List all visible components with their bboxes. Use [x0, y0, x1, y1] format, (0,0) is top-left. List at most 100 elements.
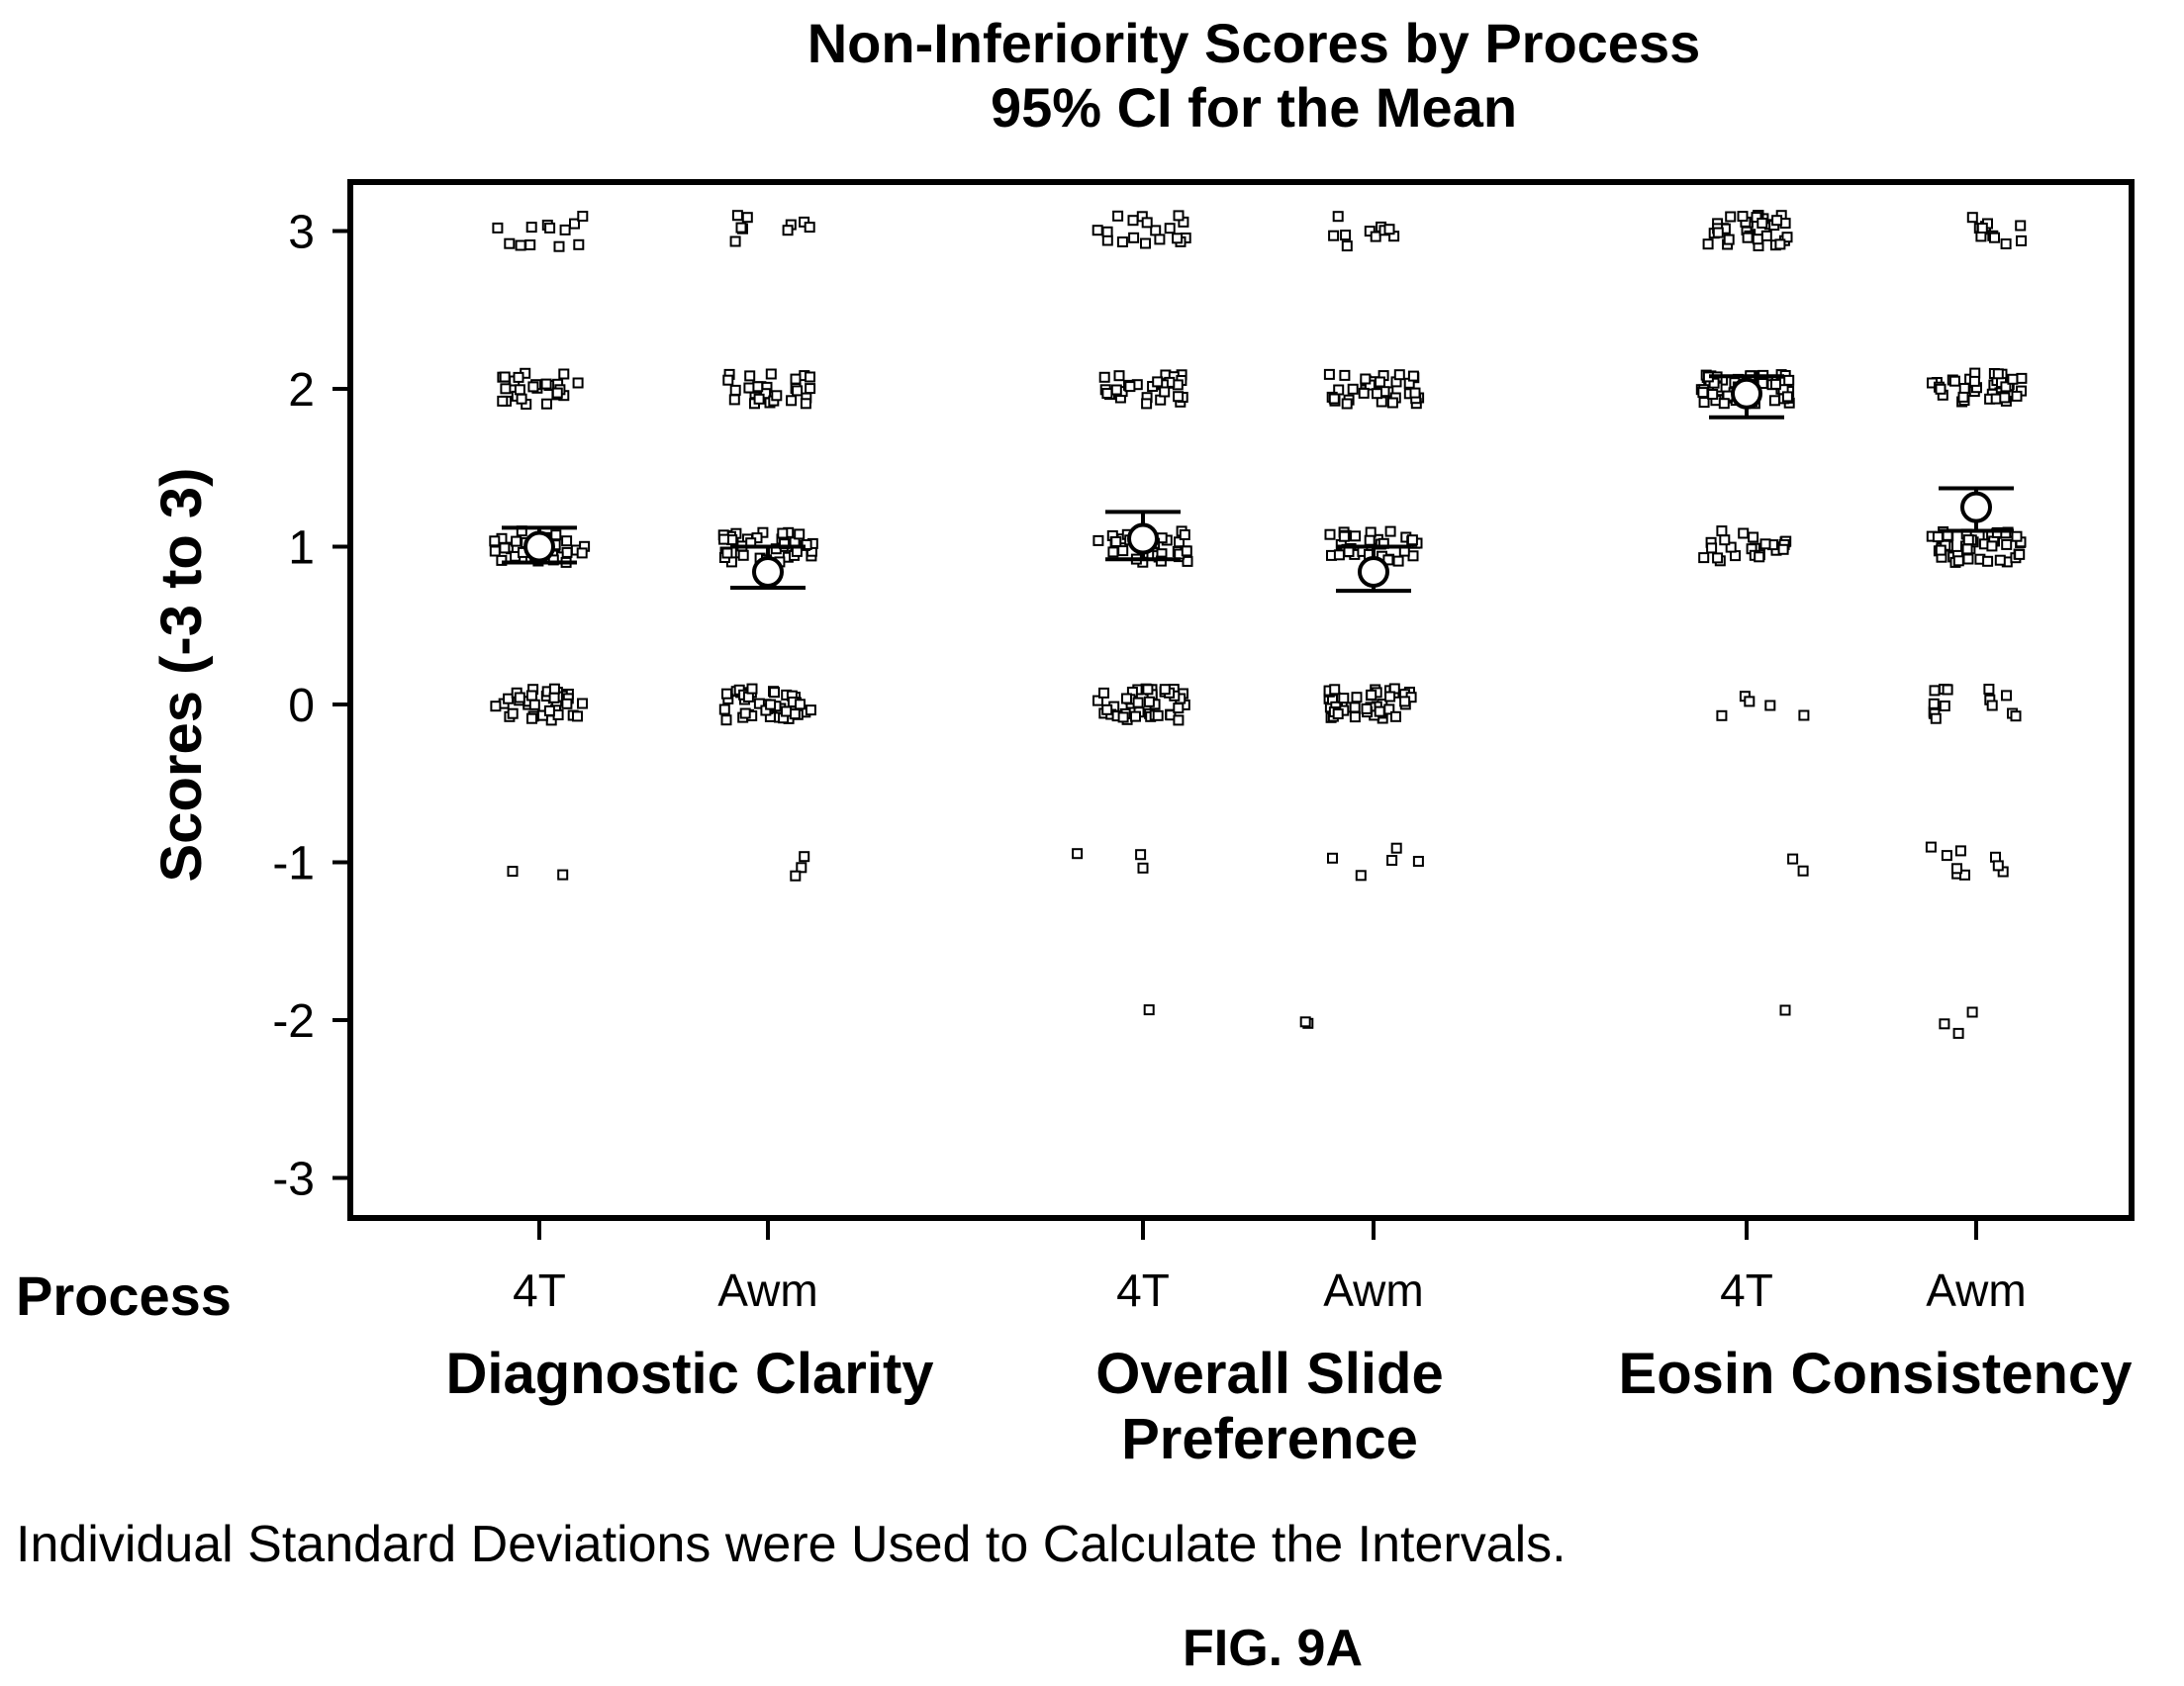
data-point — [576, 547, 588, 559]
y-tick-label: 2 — [288, 364, 315, 417]
mean-marker — [1960, 491, 1992, 523]
data-point — [496, 554, 508, 566]
data-point — [1966, 1006, 1978, 1018]
data-point — [721, 547, 733, 559]
data-point — [1386, 397, 1398, 409]
data-point — [1107, 546, 1119, 558]
data-point — [1925, 841, 1937, 853]
data-point — [744, 370, 756, 382]
data-point — [1779, 1004, 1791, 1016]
chart-subtitle: 95% CI for the Mean — [991, 76, 1517, 139]
data-point — [1332, 708, 1344, 719]
data-point — [1130, 710, 1141, 722]
data-point — [1101, 226, 1113, 237]
data-point — [1128, 232, 1140, 243]
data-point — [1957, 391, 1969, 403]
y-tick-label: 0 — [288, 680, 315, 732]
data-point — [1140, 237, 1151, 249]
data-point — [525, 690, 537, 702]
data-point — [1347, 383, 1359, 395]
data-point — [1751, 212, 1762, 224]
data-point — [786, 395, 798, 407]
data-point — [2001, 538, 2013, 550]
data-point — [1110, 384, 1122, 396]
data-point — [771, 390, 783, 402]
data-point — [1757, 218, 1768, 229]
data-point — [1173, 714, 1185, 726]
data-point — [528, 699, 540, 710]
data-point — [1951, 863, 1962, 875]
data-point — [1708, 377, 1720, 389]
data-point — [1982, 555, 1994, 567]
data-point — [1340, 230, 1352, 241]
data-point — [1112, 210, 1124, 222]
plot-frame — [347, 179, 2135, 1221]
process-label: Awm — [1323, 1264, 1423, 1316]
data-point — [499, 371, 511, 383]
data-point — [1781, 232, 1793, 243]
data-point — [753, 393, 765, 405]
data-point — [1117, 711, 1129, 723]
data-point — [1350, 530, 1362, 542]
data-point — [1092, 225, 1103, 236]
data-point — [544, 222, 556, 234]
data-point — [1698, 552, 1710, 564]
data-point — [769, 687, 780, 699]
data-point — [729, 384, 741, 396]
data-point — [1349, 702, 1361, 713]
data-point — [2000, 527, 2012, 539]
data-point — [1712, 552, 1724, 564]
data-point — [1770, 378, 1781, 390]
data-point — [1121, 693, 1132, 704]
data-point — [1407, 550, 1419, 562]
data-point — [1738, 527, 1750, 539]
data-point — [1399, 696, 1411, 707]
data-point — [499, 542, 511, 554]
data-point — [561, 698, 573, 709]
data-point — [1384, 691, 1396, 702]
data-point — [577, 698, 588, 709]
data-point — [526, 712, 537, 724]
data-point — [1390, 710, 1401, 722]
data-point — [2011, 390, 2023, 402]
y-tick-label: 1 — [288, 522, 315, 575]
data-point — [1716, 525, 1728, 537]
data-point — [2014, 548, 2026, 560]
data-point — [541, 398, 552, 410]
data-point — [507, 866, 519, 878]
data-point — [1992, 860, 2004, 872]
data-point — [731, 210, 743, 222]
data-point — [1781, 391, 1793, 403]
data-point — [1768, 395, 1780, 407]
data-point — [552, 709, 564, 720]
data-point — [1986, 540, 1998, 552]
data-point — [718, 703, 730, 715]
data-point — [735, 222, 747, 234]
data-point — [795, 699, 806, 710]
data-point — [1374, 705, 1385, 717]
y-tick-label: 3 — [288, 207, 315, 259]
figure-label: FIG. 9A — [1183, 1620, 1363, 1677]
data-point — [1372, 388, 1382, 400]
data-point — [1961, 543, 1973, 555]
data-point — [2016, 372, 2028, 384]
data-point — [1976, 223, 1988, 234]
data-point — [1101, 388, 1113, 399]
data-point — [1127, 215, 1139, 227]
mean-marker — [1731, 377, 1762, 410]
data-point — [1783, 374, 1795, 386]
data-point — [1098, 687, 1109, 699]
data-point — [1328, 393, 1340, 405]
data-point — [1983, 684, 1995, 695]
data-point — [490, 701, 502, 712]
data-point — [1152, 376, 1164, 388]
data-point — [540, 378, 552, 390]
process-label: 4T — [513, 1264, 566, 1316]
data-point — [1994, 554, 2006, 566]
data-point — [503, 693, 515, 704]
data-point — [2015, 220, 2027, 232]
data-point — [1110, 536, 1122, 547]
y-tick-label: -3 — [272, 1154, 315, 1206]
data-point — [1323, 368, 1335, 380]
data-point — [2000, 238, 2012, 249]
